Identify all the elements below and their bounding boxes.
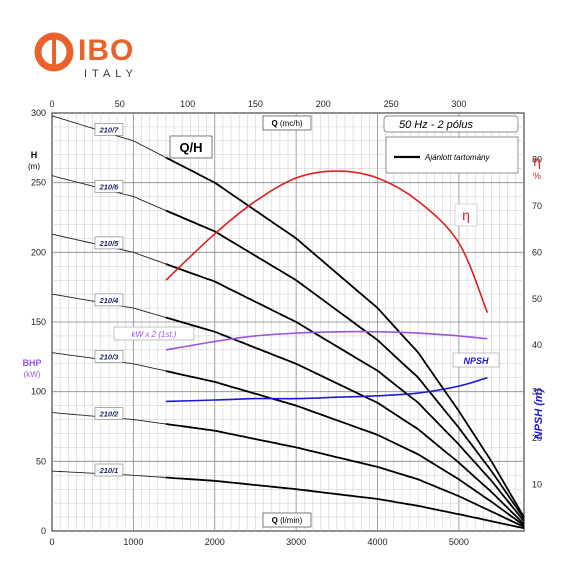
logo-graphic (34, 32, 74, 72)
y-right-tick-label: 30 (532, 387, 542, 397)
x-bottom-tick-label: 5000 (449, 537, 469, 547)
pump-curve-recommended (165, 476, 525, 530)
ibo-logo: IBO ITALY (32, 28, 182, 83)
y-right-tick-label: 50 (532, 294, 542, 304)
pump-curve-label: 210/2 (99, 409, 120, 418)
pump-curve-recommended (165, 423, 525, 528)
pump-curve-label: 210/4 (99, 296, 120, 305)
pump-curve-210-1: 210/1 (51, 463, 525, 530)
npsh-curve-label: NPSH (463, 356, 489, 366)
x-bottom-label-box (262, 512, 312, 528)
x-top-tick-label: 100 (180, 99, 195, 109)
title-box (169, 135, 213, 159)
y-left-axis-unit: (m) (28, 162, 40, 171)
x-bottom-tick-label: 3000 (286, 537, 306, 547)
pump-curve-recommended (165, 316, 525, 525)
chart-title: Q/H (179, 140, 202, 155)
x-bottom-tick-label: 4000 (368, 537, 388, 547)
info-box (383, 115, 519, 133)
pump-curve-label: 210/3 (99, 352, 120, 361)
logo-sub: ITALY (84, 68, 138, 80)
y-left-tick-label: 50 (36, 456, 46, 466)
legend-line-label: Ajánlott tartomány (424, 153, 490, 162)
x-top-tick-label: 250 (384, 99, 399, 109)
pump-curve-210-6: 210/6 (51, 175, 525, 520)
pump-curve-label: 210/6 (99, 182, 120, 191)
pump-curve-210-3: 210/3 (51, 350, 525, 527)
y-left-tick-label: 100 (31, 387, 46, 397)
y-left-tick-label: 0 (41, 526, 46, 536)
x-top-label-box (262, 115, 312, 131)
npsh-label-box (452, 352, 500, 368)
y-right-tick-label: 40 (532, 340, 542, 350)
x-top-tick-label: 200 (316, 99, 331, 109)
y-right-tick-label: 70 (532, 201, 542, 211)
pump-curve-210-2: 210/2 (51, 407, 525, 528)
pump-curve-label-box (94, 463, 124, 477)
efficiency-curve-label: η (462, 207, 470, 223)
pump-curve-210-4: 210/4 (51, 293, 525, 525)
pump-curve-label-box (94, 180, 124, 193)
efficiency-curve (165, 170, 489, 314)
y-left-tick-label: 200 (31, 247, 46, 257)
legend-box (385, 136, 519, 174)
y-right-tick-label: 10 (532, 480, 542, 490)
pump-curve-label: 210/1 (99, 466, 119, 475)
x-top-tick-label: 0 (49, 99, 54, 109)
y-left-tick-label: 250 (31, 178, 46, 188)
pump-curve-recommended (165, 370, 525, 527)
x-top-tick-label: 50 (115, 99, 125, 109)
efficiency-label-box (454, 203, 478, 227)
x-top-tick-label: 300 (451, 99, 466, 109)
pump-curve-recommended (165, 263, 525, 522)
grid (52, 113, 524, 531)
x-top-tick-label: 150 (248, 99, 263, 109)
npsh-curve (165, 376, 488, 403)
power-curve-label: kW x 2 (1st.) (132, 330, 177, 339)
pump-curve-label: 210/7 (99, 125, 120, 134)
logo-brand: IBO (78, 34, 135, 67)
eta-axis-unit: % (533, 171, 541, 181)
pump-curve-label-box (94, 293, 124, 307)
y-left-axis-label: H (31, 150, 38, 160)
y-right-tick-label: 80 (532, 154, 542, 164)
pump-curve-label: 210/5 (99, 239, 120, 248)
pump-curve-label-box (94, 123, 124, 136)
pump-curve-recommended (165, 156, 525, 518)
info-box-text: 50 Hz - 2 pólus (399, 119, 473, 131)
power-curve (165, 330, 488, 351)
y-right-tick-label: 20 (532, 433, 542, 443)
x-bottom-tick-label: 0 (49, 537, 54, 547)
pump-curve-210-5: 210/5 (51, 233, 525, 522)
pump-curve-label-box (94, 407, 124, 420)
bhp-axis-label: BHP (22, 358, 41, 368)
npsh-axis-label: NPSH (m) (533, 388, 545, 439)
x-bottom-tick-label: 1000 (123, 537, 143, 547)
eta-axis-label: η (533, 153, 541, 169)
pump-curve-recommended (165, 209, 525, 520)
pump-curve-label-box (94, 350, 124, 363)
y-left-tick-label: 150 (31, 317, 46, 327)
x-bottom-axis-label: Q (l/min) (272, 516, 303, 525)
x-bottom-tick-label: 2000 (205, 537, 225, 547)
y-right-tick-label: 60 (532, 247, 542, 257)
pump-curve-210-7: 210/7 (51, 115, 525, 518)
bhp-axis-unit: (kW) (24, 370, 41, 379)
power-label-box (113, 326, 195, 341)
y-left-tick-label: 300 (31, 108, 46, 118)
pump-curve-label-box (94, 236, 124, 250)
x-top-axis-label: Q (mc/h) (271, 119, 302, 128)
